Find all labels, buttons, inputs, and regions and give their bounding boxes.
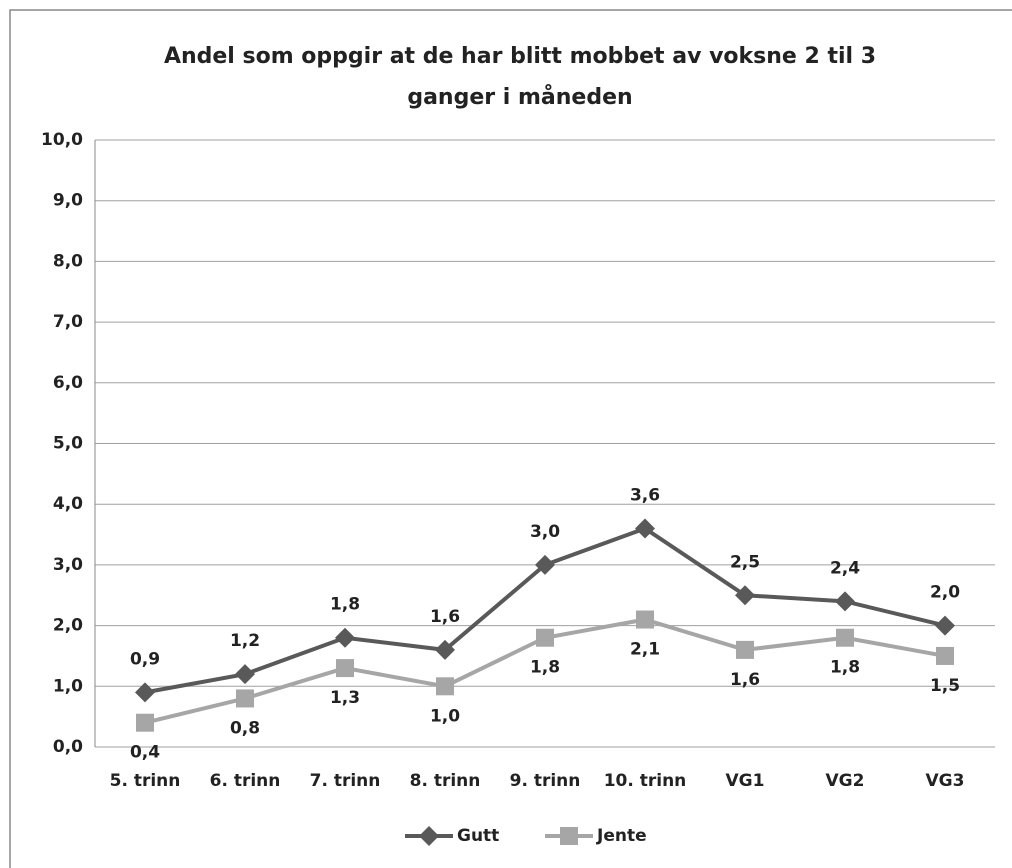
y-tick-label: 6,0: [53, 373, 83, 393]
marker: [636, 610, 654, 629]
data-label: 3,0: [530, 522, 560, 542]
x-tick-label: VG3: [926, 771, 965, 791]
data-label: 1,6: [730, 670, 760, 690]
y-tick-label: 10,0: [41, 130, 83, 150]
x-tick-label: 7. trinn: [310, 771, 381, 791]
x-tick-label: VG1: [726, 771, 765, 791]
marker: [235, 664, 255, 685]
marker: [635, 518, 655, 539]
data-label: 2,4: [830, 558, 860, 578]
data-label: 0,8: [230, 718, 260, 738]
marker: [735, 585, 755, 606]
x-tick-label: 8. trinn: [410, 771, 481, 791]
data-label: 0,4: [130, 743, 160, 763]
data-label: 0,9: [130, 649, 160, 669]
x-tick-label: 10. trinn: [604, 771, 687, 791]
x-tick-label: VG2: [826, 771, 865, 791]
marker: [535, 554, 555, 575]
marker: [419, 826, 439, 846]
y-tick-label: 5,0: [53, 434, 83, 454]
marker: [736, 640, 754, 659]
y-tick-label: 2,0: [53, 616, 83, 636]
y-tick-label: 7,0: [53, 312, 83, 332]
marker: [536, 628, 554, 647]
marker: [136, 713, 154, 732]
y-tick-label: 1,0: [53, 676, 83, 696]
x-tick-label: 6. trinn: [210, 771, 281, 791]
y-tick-label: 8,0: [53, 251, 83, 271]
data-label: 3,6: [630, 485, 660, 505]
data-label: 1,0: [430, 706, 460, 726]
marker: [936, 646, 954, 665]
chart-frame: [9, 9, 1012, 868]
data-label: 1,8: [530, 658, 560, 678]
data-label: 1,5: [930, 676, 960, 696]
marker: [436, 677, 454, 696]
marker: [435, 639, 455, 660]
y-tick-label: 4,0: [53, 494, 83, 514]
marker: [835, 591, 855, 612]
y-tick-label: 9,0: [53, 191, 83, 211]
data-label: 1,6: [430, 607, 460, 627]
x-tick-label: 5. trinn: [110, 771, 181, 791]
marker: [560, 827, 578, 845]
y-tick-label: 3,0: [53, 555, 83, 575]
x-tick-label: 9. trinn: [510, 771, 581, 791]
marker: [935, 615, 955, 636]
data-label: 2,5: [730, 552, 760, 572]
data-label: 2,1: [630, 640, 660, 660]
data-label: 1,8: [830, 658, 860, 678]
data-label: 1,2: [230, 631, 260, 651]
marker: [335, 627, 355, 648]
data-label: 1,8: [330, 595, 360, 615]
marker: [236, 689, 254, 708]
legend-label: Jente: [596, 826, 647, 846]
y-tick-label: 0,0: [53, 737, 83, 757]
data-label: 2,0: [930, 583, 960, 603]
data-label: 1,3: [330, 688, 360, 708]
marker: [836, 628, 854, 647]
chart-title: Andel som oppgir at de har blitt mobbet …: [163, 44, 877, 110]
legend-label: Gutt: [457, 826, 499, 846]
marker: [336, 659, 354, 678]
marker: [135, 682, 155, 703]
